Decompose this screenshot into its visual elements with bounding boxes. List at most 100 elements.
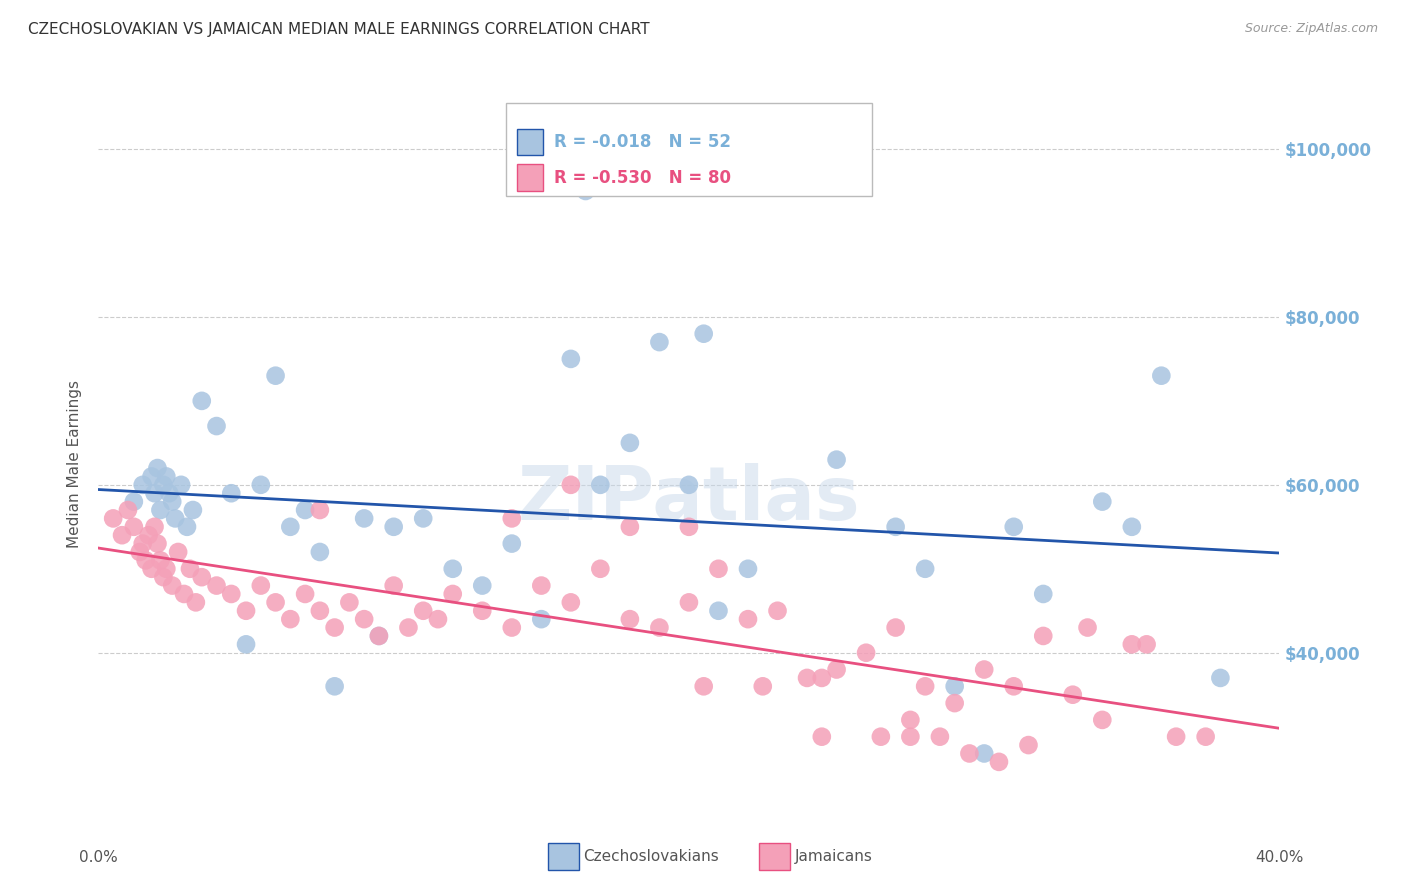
Point: [693, 326, 716, 341]
Point: [707, 562, 730, 576]
Point: [157, 486, 180, 500]
Text: CZECHOSLOVAKIAN VS JAMAICAN MEDIAN MALE EARNINGS CORRELATION CHART: CZECHOSLOVAKIAN VS JAMAICAN MEDIAN MALE …: [28, 22, 650, 37]
Point: [1062, 688, 1084, 702]
Point: [1002, 679, 1025, 693]
Point: [825, 663, 848, 677]
Point: [619, 612, 641, 626]
Point: [501, 511, 523, 525]
Point: [900, 713, 922, 727]
Point: [117, 503, 139, 517]
Point: [167, 545, 190, 559]
Point: [678, 595, 700, 609]
Point: [589, 562, 612, 576]
Text: ZIPatlas: ZIPatlas: [517, 463, 860, 536]
Point: [152, 570, 174, 584]
Point: [619, 520, 641, 534]
Point: [353, 511, 375, 525]
Point: [471, 604, 494, 618]
Point: [191, 570, 214, 584]
Point: [309, 604, 332, 618]
Point: [165, 511, 187, 525]
Point: [1150, 368, 1173, 383]
Point: [264, 368, 287, 383]
Point: [928, 730, 950, 744]
Point: [501, 621, 523, 635]
Point: [1017, 738, 1039, 752]
Point: [250, 578, 273, 592]
Point: [138, 528, 160, 542]
Point: [323, 679, 346, 693]
Point: [235, 637, 257, 651]
Point: [1121, 520, 1143, 534]
Point: [294, 587, 316, 601]
Point: [152, 478, 174, 492]
Point: [471, 578, 494, 592]
Point: [678, 478, 700, 492]
Point: [560, 478, 582, 492]
Point: [155, 469, 177, 483]
Point: [382, 520, 405, 534]
Point: [221, 587, 243, 601]
Point: [155, 562, 177, 576]
Point: [132, 536, 155, 550]
Point: [170, 478, 193, 492]
Point: [914, 679, 936, 693]
Point: [149, 553, 172, 567]
Point: [264, 595, 287, 609]
Point: [103, 511, 125, 525]
Point: [235, 604, 257, 618]
Point: [737, 562, 759, 576]
Point: [574, 184, 596, 198]
Point: [205, 578, 228, 592]
Point: [141, 469, 163, 483]
Point: [146, 536, 169, 550]
Point: [796, 671, 818, 685]
Point: [943, 696, 966, 710]
Point: [122, 520, 145, 534]
Point: [855, 646, 877, 660]
Point: [648, 621, 671, 635]
Point: [1195, 730, 1218, 744]
Point: [173, 587, 195, 601]
Point: [441, 587, 464, 601]
Point: [560, 351, 582, 366]
Point: [1135, 637, 1157, 651]
Point: [959, 747, 981, 761]
Point: [1209, 671, 1232, 685]
Text: 40.0%: 40.0%: [1256, 850, 1303, 865]
Point: [987, 755, 1010, 769]
Point: [396, 621, 419, 635]
Point: [589, 478, 612, 492]
Point: [323, 621, 346, 635]
Point: [1121, 637, 1143, 651]
Point: [501, 536, 523, 550]
Point: [309, 503, 332, 517]
Point: [162, 494, 183, 508]
Point: [309, 545, 332, 559]
Point: [135, 553, 157, 567]
Point: [278, 520, 302, 534]
Point: [368, 629, 391, 643]
Point: [149, 503, 172, 517]
Point: [427, 612, 450, 626]
Point: [619, 435, 641, 450]
Point: [530, 612, 553, 626]
Point: [221, 486, 243, 500]
Point: [943, 679, 966, 693]
Y-axis label: Median Male Earnings: Median Male Earnings: [67, 380, 83, 548]
Point: [128, 545, 150, 559]
Text: R = -0.018   N = 52: R = -0.018 N = 52: [554, 133, 731, 151]
Point: [1164, 730, 1187, 744]
Point: [648, 335, 671, 350]
Point: [294, 503, 316, 517]
Point: [1032, 629, 1054, 643]
Point: [973, 747, 995, 761]
Point: [560, 595, 582, 609]
Point: [382, 578, 405, 592]
Point: [412, 604, 434, 618]
Point: [973, 663, 995, 677]
Point: [339, 595, 360, 609]
Point: [143, 520, 166, 534]
Point: [1077, 621, 1099, 635]
Text: 0.0%: 0.0%: [79, 850, 118, 865]
